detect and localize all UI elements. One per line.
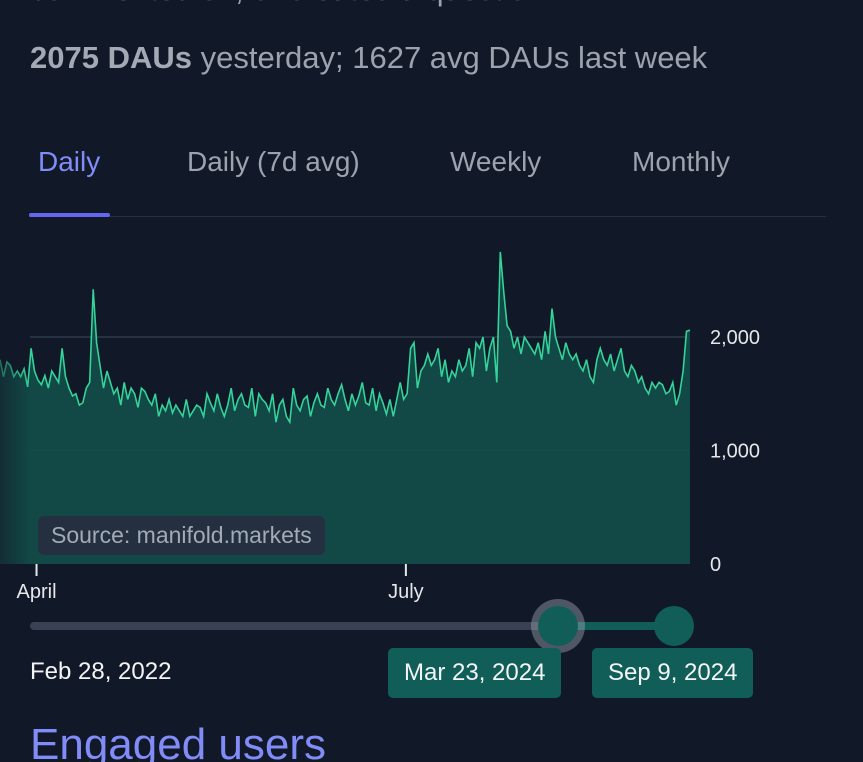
intro-text: commented on, or created a question. — [30, 0, 552, 8]
y-tick-label: 2,000 — [710, 327, 760, 349]
dau-summary-rest: yesterday; 1627 avg DAUs last week — [191, 40, 708, 75]
dau-chart[interactable]: 0 1,000 2,000 April July — [0, 230, 863, 610]
dau-line — [0, 251, 691, 425]
tab-daily-7d-avg[interactable]: Daily (7d avg) — [187, 146, 360, 177]
x-tick-label: April — [17, 581, 57, 603]
x-tick-label: July — [388, 581, 424, 603]
range-slider-selection — [558, 622, 674, 630]
range-start-date[interactable]: Mar 23, 2024 — [388, 648, 562, 698]
range-start-thumb[interactable] — [538, 606, 578, 646]
tab-weekly[interactable]: Weekly — [450, 146, 542, 177]
dau-summary: 2075 DAUs yesterday; 1627 avg DAUs last … — [30, 40, 707, 76]
period-tabs: Daily Daily (7d avg) Weekly Monthly — [29, 130, 826, 217]
dau-chart-svg: 0 1,000 2,000 April July — [0, 230, 760, 603]
range-end-thumb[interactable] — [653, 606, 694, 646]
y-tick-label: 1,000 — [710, 441, 760, 463]
range-end-date[interactable]: Sep 9, 2024 — [592, 648, 754, 698]
engaged-users-heading: Engaged users — [30, 720, 326, 762]
tab-daily[interactable]: Daily — [38, 146, 101, 177]
active-tab-indicator — [29, 213, 110, 217]
range-min-date: Feb 28, 2022 — [30, 658, 172, 685]
dau-area — [0, 251, 690, 564]
range-slider-track[interactable] — [30, 622, 690, 630]
dau-yesterday: 2075 DAUs — [30, 40, 192, 75]
source-badge: Source: manifold.markets — [38, 516, 325, 555]
tab-monthly[interactable]: Monthly — [632, 146, 731, 177]
chart-left-fade — [0, 230, 30, 570]
y-tick-label: 0 — [710, 554, 721, 576]
